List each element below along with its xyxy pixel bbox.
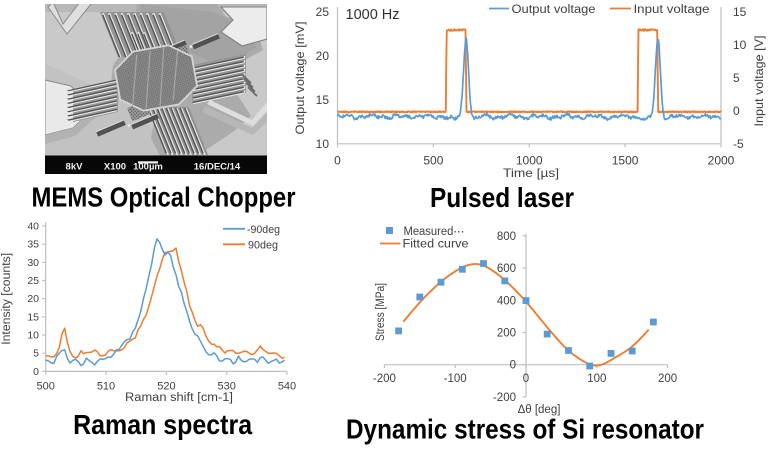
svg-text:15: 15 <box>316 93 330 107</box>
svg-text:2000: 2000 <box>708 154 735 168</box>
svg-text:0: 0 <box>733 104 740 118</box>
svg-text:Pulsed laser: Pulsed laser <box>430 182 574 213</box>
svg-text:-200: -200 <box>373 373 396 385</box>
svg-text:500: 500 <box>423 154 443 168</box>
svg-text:0: 0 <box>510 360 516 372</box>
svg-text:15: 15 <box>733 5 747 19</box>
svg-text:15: 15 <box>27 311 39 323</box>
svg-text:1000: 1000 <box>516 154 543 168</box>
svg-text:10: 10 <box>27 330 39 342</box>
svg-text:10: 10 <box>733 38 747 52</box>
svg-text:100: 100 <box>587 373 606 385</box>
svg-text:25: 25 <box>27 275 39 287</box>
svg-text:X100: X100 <box>104 162 126 173</box>
svg-text:400: 400 <box>497 295 516 307</box>
svg-text:Input voltage: Input voltage <box>634 4 710 16</box>
svg-text:530: 530 <box>218 381 236 393</box>
svg-text:5: 5 <box>733 71 740 85</box>
svg-text:10: 10 <box>316 137 330 151</box>
svg-text:16/DEC/14: 16/DEC/14 <box>194 162 241 173</box>
svg-text:35: 35 <box>27 239 39 251</box>
svg-text:Raman shift [cm-1]: Raman shift [cm-1] <box>125 392 233 404</box>
svg-text:1000 Hz: 1000 Hz <box>346 7 400 23</box>
svg-text:40: 40 <box>27 221 39 233</box>
svg-text:Input voltage [V]: Input voltage [V] <box>752 36 766 127</box>
svg-text:200: 200 <box>658 373 677 385</box>
svg-text:Dynamic stress of Si resonator: Dynamic stress of Si resonator <box>346 414 704 445</box>
svg-text:25: 25 <box>316 5 330 19</box>
svg-text:-100: -100 <box>444 373 467 385</box>
svg-text:0: 0 <box>523 373 529 385</box>
svg-text:5: 5 <box>33 348 39 360</box>
svg-text:1500: 1500 <box>612 154 639 168</box>
svg-text:Fitted curve: Fitted curve <box>403 239 469 251</box>
svg-text:200: 200 <box>497 328 516 340</box>
svg-text:Time [µs]: Time [µs] <box>503 166 559 180</box>
svg-text:Output voltage: Output voltage <box>512 4 596 16</box>
svg-text:510: 510 <box>97 381 115 393</box>
svg-text:Raman spectra: Raman spectra <box>73 409 252 440</box>
svg-text:0: 0 <box>334 154 341 168</box>
svg-text:20: 20 <box>316 49 330 63</box>
svg-text:-200: -200 <box>493 392 516 404</box>
svg-text:90deg: 90deg <box>248 240 278 252</box>
svg-text:8kV: 8kV <box>66 162 84 173</box>
svg-text:-5: -5 <box>733 137 744 151</box>
svg-text:600: 600 <box>497 263 516 275</box>
svg-text:MEMS Optical Chopper: MEMS Optical Chopper <box>32 182 296 213</box>
svg-text:Output voltage [mV]: Output voltage [mV] <box>293 22 307 135</box>
svg-text:0: 0 <box>33 366 39 378</box>
svg-text:Measured⋯: Measured⋯ <box>404 226 465 238</box>
svg-text:100µm: 100µm <box>133 162 163 173</box>
svg-text:30: 30 <box>27 257 39 269</box>
svg-text:-90deg: -90deg <box>247 224 280 236</box>
svg-text:500: 500 <box>37 381 55 393</box>
svg-text:800: 800 <box>497 231 516 243</box>
svg-text:Intensity [counts]: Intensity [counts] <box>1 253 13 345</box>
svg-text:Δθ [deg]: Δθ [deg] <box>518 404 561 416</box>
svg-text:520: 520 <box>157 381 175 393</box>
svg-text:Stress [MPa]: Stress [MPa] <box>375 283 387 341</box>
svg-text:20: 20 <box>27 293 39 305</box>
svg-text:540: 540 <box>278 381 296 393</box>
